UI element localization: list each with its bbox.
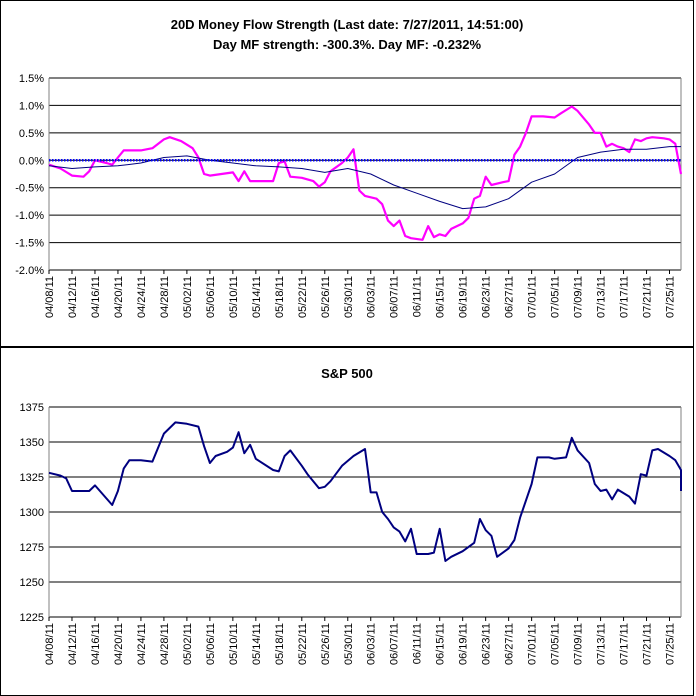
mf-x-tick-label: 07/21/11 xyxy=(642,276,654,318)
sp-x-tick-label: 05/18/11 xyxy=(274,623,286,665)
sp-x-tick-label: 06/11/11 xyxy=(412,623,424,664)
sp-y-tick-label: 1225 xyxy=(20,612,44,624)
mf-x-tick-label: 07/01/11 xyxy=(527,276,539,318)
mf-x-tick-label: 07/09/11 xyxy=(573,276,585,318)
sp-y-tick-label: 1300 xyxy=(20,507,44,519)
sp-x-tick-label: 07/01/11 xyxy=(527,623,539,665)
sp-x-tick-label: 06/15/11 xyxy=(435,623,447,665)
mf-x-tick-label: 04/12/11 xyxy=(67,276,79,318)
mf-x-tick-label: 05/30/11 xyxy=(343,276,355,318)
sp-x-tick-label: 04/08/11 xyxy=(44,623,56,665)
sp-x-tick-label: 04/28/11 xyxy=(159,623,171,665)
sp-x-tick-label: 05/06/11 xyxy=(205,623,217,665)
sp-x-tick-label: 05/10/11 xyxy=(228,623,240,665)
sp-x-tick-label: 05/30/11 xyxy=(343,623,355,665)
sp-x-tick-label: 06/27/11 xyxy=(504,623,516,665)
sp-x-tick-label: 05/14/11 xyxy=(251,623,263,665)
sp-x-tick-label: 07/25/11 xyxy=(665,623,677,665)
mf-x-tick-label: 06/03/11 xyxy=(366,276,378,318)
sp-x-tick-label: 04/16/11 xyxy=(90,623,102,665)
sp-x-tick-label: 06/07/11 xyxy=(389,623,401,665)
mf-y-tick-label: -1.5% xyxy=(15,238,44,250)
sp-x-tick-label: 04/20/11 xyxy=(113,623,125,665)
sp-x-tick-label: 07/21/11 xyxy=(642,623,654,665)
mf-y-tick-label: 1.5% xyxy=(19,73,44,85)
mf-x-tick-label: 05/22/11 xyxy=(297,276,309,318)
mf-x-tick-label: 06/23/11 xyxy=(481,276,493,318)
mf-x-tick-label: 05/18/11 xyxy=(274,276,286,318)
mf-x-tick-label: 05/02/11 xyxy=(182,276,194,318)
mf-y-tick-label: -0.5% xyxy=(15,183,44,195)
mf-y-tick-label: -1.0% xyxy=(15,210,44,222)
sp-x-tick-label: 07/09/11 xyxy=(573,623,585,665)
mf-x-tick-label: 07/05/11 xyxy=(550,276,562,318)
sp-x-tick-label: 05/26/11 xyxy=(320,623,332,665)
mf-x-tick-label: 04/20/11 xyxy=(113,276,125,318)
mf-avg-mf-line xyxy=(48,146,681,210)
mf-y-tick-label: 0.0% xyxy=(19,155,44,167)
sp-sp500-line xyxy=(48,421,682,562)
mf-x-tick-label: 06/15/11 xyxy=(435,276,447,318)
sp-x-tick-label: 07/05/11 xyxy=(550,623,562,665)
sp-x-tick-label: 06/23/11 xyxy=(481,623,493,665)
mf-x-tick-label: 07/17/11 xyxy=(619,276,631,318)
sp500-chart-title: S&P 500 xyxy=(321,366,373,381)
mf-x-tick-label: 06/19/11 xyxy=(458,276,470,318)
mf-x-tick-label: 07/25/11 xyxy=(665,276,677,318)
sp-y-tick-label: 1375 xyxy=(20,402,44,414)
mf-x-tick-label: 07/13/11 xyxy=(596,276,608,318)
sp500-chart-panel: S&P 500 1375 1350 1325 1300 1275 1250 1225 04/0… xyxy=(0,347,694,696)
mf-y-tick-label: 0.5% xyxy=(19,128,44,140)
mf-y-tick-label: -2.0% xyxy=(15,265,44,277)
sp-x-tick-label: 06/03/11 xyxy=(366,623,378,665)
sp-y-tick-label: 1325 xyxy=(20,472,44,484)
sp-x-tick-label: 07/13/11 xyxy=(596,623,608,665)
mf-x-tick-label: 06/27/11 xyxy=(504,276,516,318)
mf-x-tick-label: 06/11/11 xyxy=(412,276,424,317)
sp-y-tick-label: 1275 xyxy=(20,542,44,554)
sp-x-tick-label: 04/24/11 xyxy=(136,623,148,665)
sp-x-tick-label: 05/22/11 xyxy=(297,623,309,665)
mf-day-mf-line xyxy=(48,105,683,241)
mf-x-tick-label: 04/08/11 xyxy=(44,276,56,318)
sp-x-tick-label: 06/19/11 xyxy=(458,623,470,665)
mf-x-tick-label: 05/10/11 xyxy=(228,276,240,318)
mf-y-tick-label: 1.0% xyxy=(19,100,44,112)
sp-x-tick-label: 05/02/11 xyxy=(182,623,194,665)
sp-y-tick-label: 1250 xyxy=(20,577,44,589)
mf-x-tick-label: 06/07/11 xyxy=(389,276,401,318)
mf-x-tick-label: 04/16/11 xyxy=(90,276,102,318)
money-flow-chart-panel: 20D Money Flow Strength (Last date: 7/27… xyxy=(0,0,694,347)
money-flow-chart-subtitle: Day MF strength: -300.3%. Day MF: -0.232… xyxy=(212,37,482,52)
sp-x-tick-label: 04/12/11 xyxy=(67,623,79,665)
mf-x-tick-label: 04/28/11 xyxy=(159,276,171,318)
mf-x-tick-label: 05/06/11 xyxy=(205,276,217,318)
money-flow-chart-title: 20D Money Flow Strength (Last date: 7/27… xyxy=(170,17,524,32)
sp-y-tick-label: 1350 xyxy=(20,437,44,449)
mf-x-tick-label: 04/24/11 xyxy=(136,276,148,318)
sp-x-tick-label: 07/17/11 xyxy=(619,623,631,665)
money-flow-plot: 1.5% 1.0% 0.5% 0.0% -0.5% -1.0% -1.5% -2.0%04/0… xyxy=(15,73,683,318)
mf-x-tick-label: 05/26/11 xyxy=(320,276,332,318)
mf-x-tick-label: 05/14/11 xyxy=(251,276,263,318)
